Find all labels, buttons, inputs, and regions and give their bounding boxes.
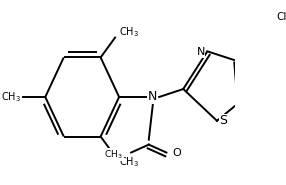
Text: O: O xyxy=(173,148,182,158)
Text: CH$_3$: CH$_3$ xyxy=(1,90,21,104)
Text: S: S xyxy=(219,114,227,127)
Text: N: N xyxy=(148,90,158,103)
Text: CH$_3$: CH$_3$ xyxy=(119,25,139,38)
Text: CH$_3$: CH$_3$ xyxy=(119,155,139,169)
Text: Cl: Cl xyxy=(276,12,286,22)
Text: N: N xyxy=(196,47,205,57)
Text: CH$_3$: CH$_3$ xyxy=(104,148,123,161)
